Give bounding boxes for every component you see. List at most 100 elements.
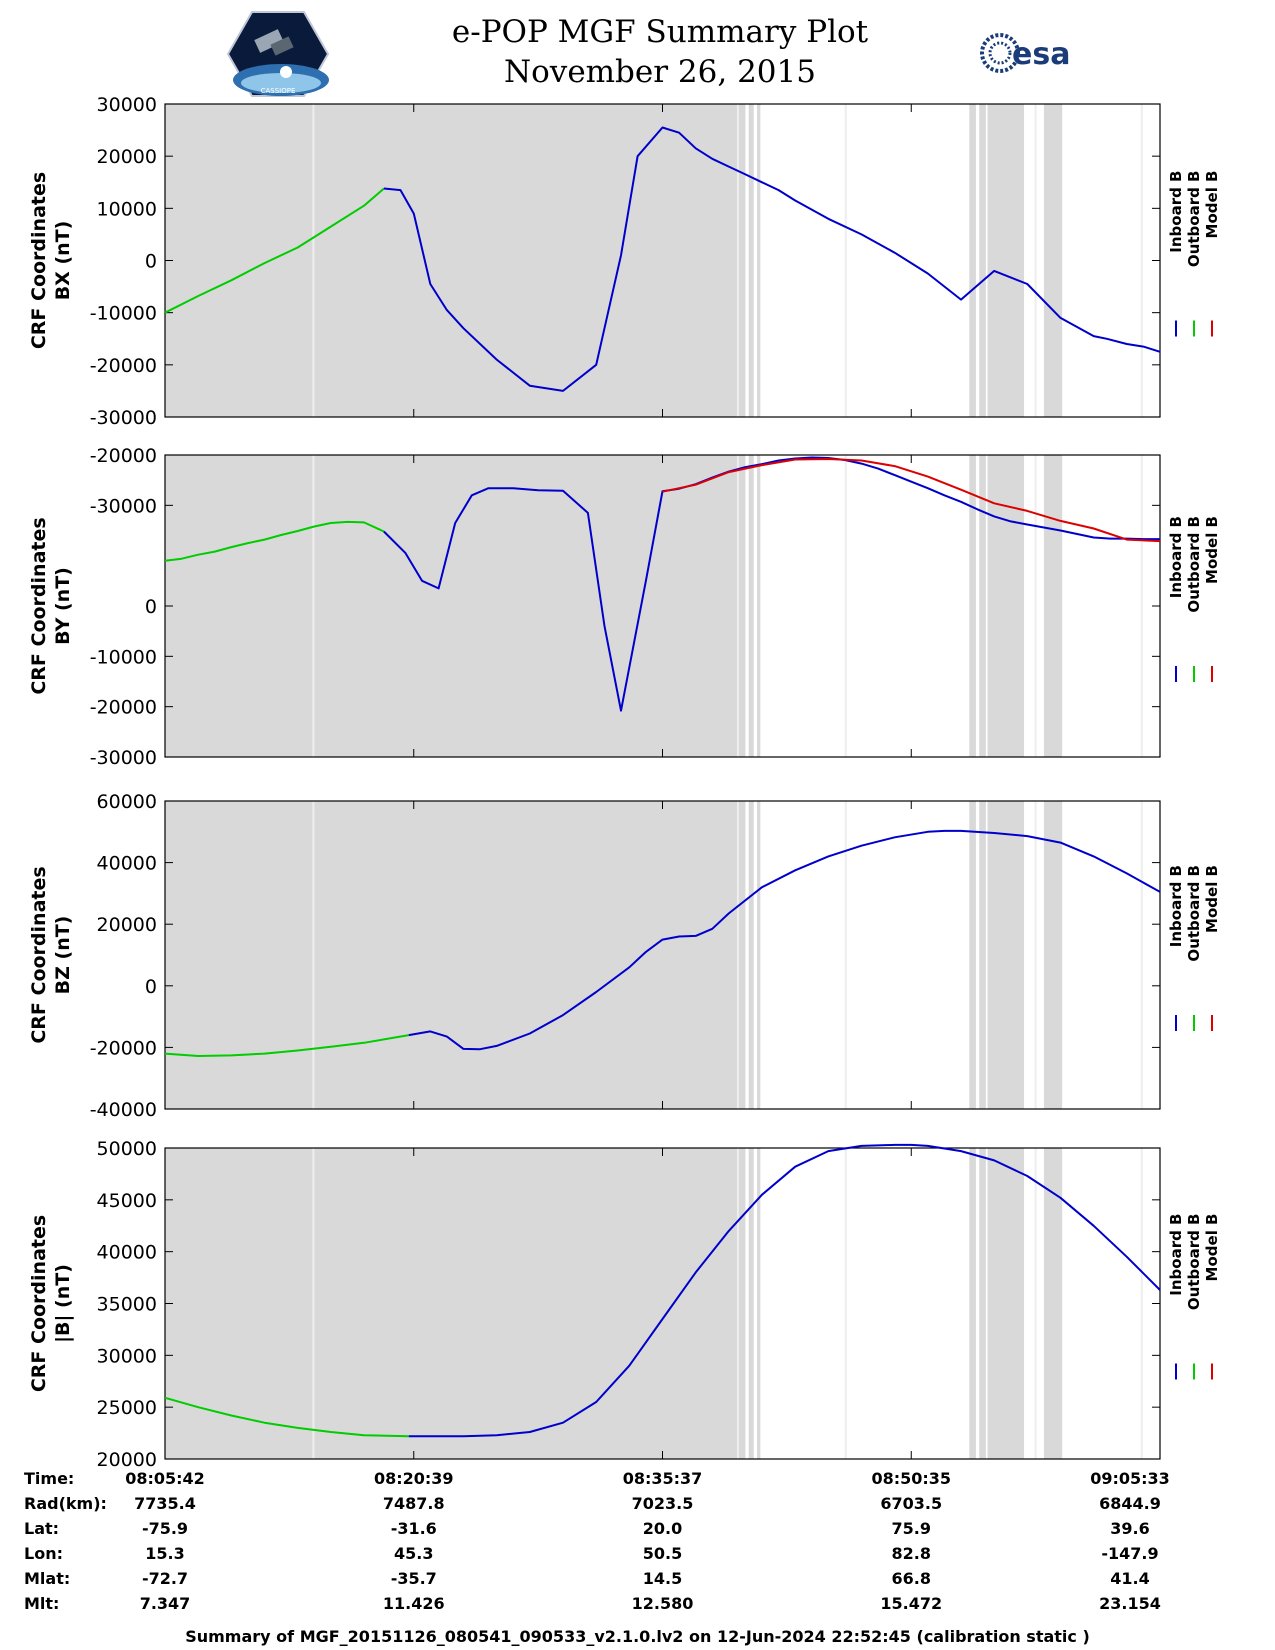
shade-band xyxy=(1043,801,1063,1109)
legend-label: Outboard B xyxy=(1185,865,1203,962)
info-row-label: Mlt: xyxy=(24,1594,60,1613)
info-value-mlat: 41.4 xyxy=(1110,1569,1150,1588)
info-row-label: Time: xyxy=(24,1469,75,1488)
shade-band xyxy=(748,801,754,1109)
y-tick-label: 0 xyxy=(145,976,157,998)
shade-band xyxy=(1043,455,1063,757)
shade-band xyxy=(987,801,1025,1109)
shade-band xyxy=(1043,104,1063,417)
shade-band xyxy=(748,104,754,417)
info-value-time: 09:05:33 xyxy=(1090,1469,1170,1488)
legend-label: Inboard B xyxy=(1167,171,1185,253)
series-line-outboard-b xyxy=(164,520,385,562)
y-tick-label: -30000 xyxy=(90,495,157,517)
info-value-time: 08:20:39 xyxy=(373,1469,454,1488)
info-row-label: Lon: xyxy=(24,1544,63,1563)
shade-band xyxy=(748,1148,754,1459)
y-tick-label: 30000 xyxy=(97,94,157,116)
shade-band xyxy=(748,455,754,757)
y-tick-label: -30000 xyxy=(90,407,157,429)
summary-footer: Summary of MGF_20151126_080541_090533_v2… xyxy=(185,1627,1090,1646)
info-value-lat: -75.9 xyxy=(141,1519,189,1538)
plot-title: e-POP MGF Summary Plot xyxy=(451,14,869,50)
shade-band xyxy=(969,455,976,757)
info-value-lat: 75.9 xyxy=(891,1519,931,1538)
info-row-label: Lat: xyxy=(24,1519,60,1538)
info-value-rad: 7487.8 xyxy=(382,1494,445,1513)
series-line-outboard-b xyxy=(164,187,385,314)
y-tick-label: 20000 xyxy=(97,146,157,168)
shade-band xyxy=(969,104,976,417)
info-value-time: 08:35:37 xyxy=(622,1469,703,1488)
shade-band xyxy=(165,455,746,757)
shade-band xyxy=(979,1148,986,1459)
info-value-mlt: 23.154 xyxy=(1099,1594,1161,1613)
series-line-model-b xyxy=(662,458,1161,543)
info-value-mlt: 7.347 xyxy=(139,1594,191,1613)
shading-bands xyxy=(165,455,1143,757)
info-row-label: Rad(km): xyxy=(24,1494,107,1513)
info-value-time: 08:50:35 xyxy=(871,1469,952,1488)
shade-band xyxy=(757,104,761,417)
y-tick-label: 25000 xyxy=(97,1397,157,1419)
chart-panel-2: -20000 -30000 0 -10000 -20000 -30000 CRF Coord… xyxy=(28,445,1221,769)
shading-bands xyxy=(165,104,1143,417)
y-tick-label: -20000 xyxy=(90,1037,157,1059)
chart-panel-4: 50000 45000 40000 35000 30000 25000 20000 CRF C… xyxy=(28,1138,1221,1471)
y-axis-label: CRF Coordinates xyxy=(28,866,50,1043)
series-line-outboard-b xyxy=(164,1396,409,1438)
info-value-lon: 45.3 xyxy=(394,1544,434,1563)
shade-band xyxy=(987,1148,1025,1459)
shade-band xyxy=(979,455,986,757)
shade-band xyxy=(969,801,976,1109)
y-tick-label: 30000 xyxy=(97,1345,157,1367)
legend-label: Model B xyxy=(1203,865,1221,933)
y-axis-unit-label: BZ (nT) xyxy=(52,916,74,995)
shade-band xyxy=(979,104,986,417)
info-value-mlat: 66.8 xyxy=(891,1569,931,1588)
shade-band xyxy=(969,1148,976,1459)
y-tick-label: -30000 xyxy=(90,747,157,769)
shade-band xyxy=(1043,1148,1063,1459)
series-line-inboard-b xyxy=(383,126,1161,392)
y-tick-label: -20000 xyxy=(90,445,157,467)
y-tick-label: 0 xyxy=(145,596,157,618)
shade-band xyxy=(165,801,746,1109)
y-tick-label: 20000 xyxy=(97,1449,157,1471)
plot-date: November 26, 2015 xyxy=(504,54,816,90)
legend-label: Model B xyxy=(1203,1214,1221,1282)
esa-logo: esa xyxy=(980,33,1070,73)
shade-band xyxy=(987,455,1025,757)
shade-band xyxy=(165,104,746,417)
info-value-mlt: 15.472 xyxy=(880,1594,943,1613)
legend-label: Inboard B xyxy=(1167,1214,1185,1296)
y-tick-label: 20000 xyxy=(97,914,157,936)
info-value-mlat: -35.7 xyxy=(390,1569,437,1588)
info-value-rad: 6703.5 xyxy=(880,1494,943,1513)
svg-text:CASSIOPE: CASSIOPE xyxy=(261,87,296,95)
info-value-mlt: 12.580 xyxy=(631,1594,694,1613)
series-line-inboard-b xyxy=(408,1143,1161,1438)
info-value-lon: 15.3 xyxy=(145,1544,185,1563)
legend-label: Outboard B xyxy=(1185,1214,1203,1311)
legend-label: Outboard B xyxy=(1185,516,1203,613)
y-tick-label: 40000 xyxy=(97,853,157,875)
y-tick-label: 35000 xyxy=(97,1294,157,1316)
y-tick-label: 40000 xyxy=(97,1242,157,1264)
legend-label: Outboard B xyxy=(1185,171,1203,268)
svg-text:esa: esa xyxy=(1012,37,1070,72)
y-tick-label: -20000 xyxy=(90,697,157,719)
info-value-lon: 82.8 xyxy=(891,1544,931,1563)
info-value-time: 08:05:42 xyxy=(125,1469,205,1488)
shade-band xyxy=(757,455,761,757)
info-value-rad: 7023.5 xyxy=(631,1494,694,1513)
shade-band xyxy=(979,801,986,1109)
info-value-lon: 50.5 xyxy=(642,1544,683,1563)
chart-panel-3: 60000 40000 20000 0 -20000 -40000 CRF Coordina… xyxy=(28,791,1221,1121)
y-tick-label: -10000 xyxy=(90,646,157,668)
series-line-inboard-b xyxy=(408,829,1161,1051)
series-line-outboard-b xyxy=(164,1034,409,1057)
legend-label: Inboard B xyxy=(1167,865,1185,947)
shade-band xyxy=(165,1148,746,1459)
shade-band xyxy=(757,801,761,1109)
